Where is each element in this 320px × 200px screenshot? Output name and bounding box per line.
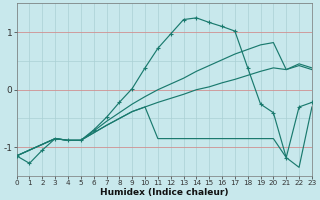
X-axis label: Humidex (Indice chaleur): Humidex (Indice chaleur) [100, 188, 228, 197]
